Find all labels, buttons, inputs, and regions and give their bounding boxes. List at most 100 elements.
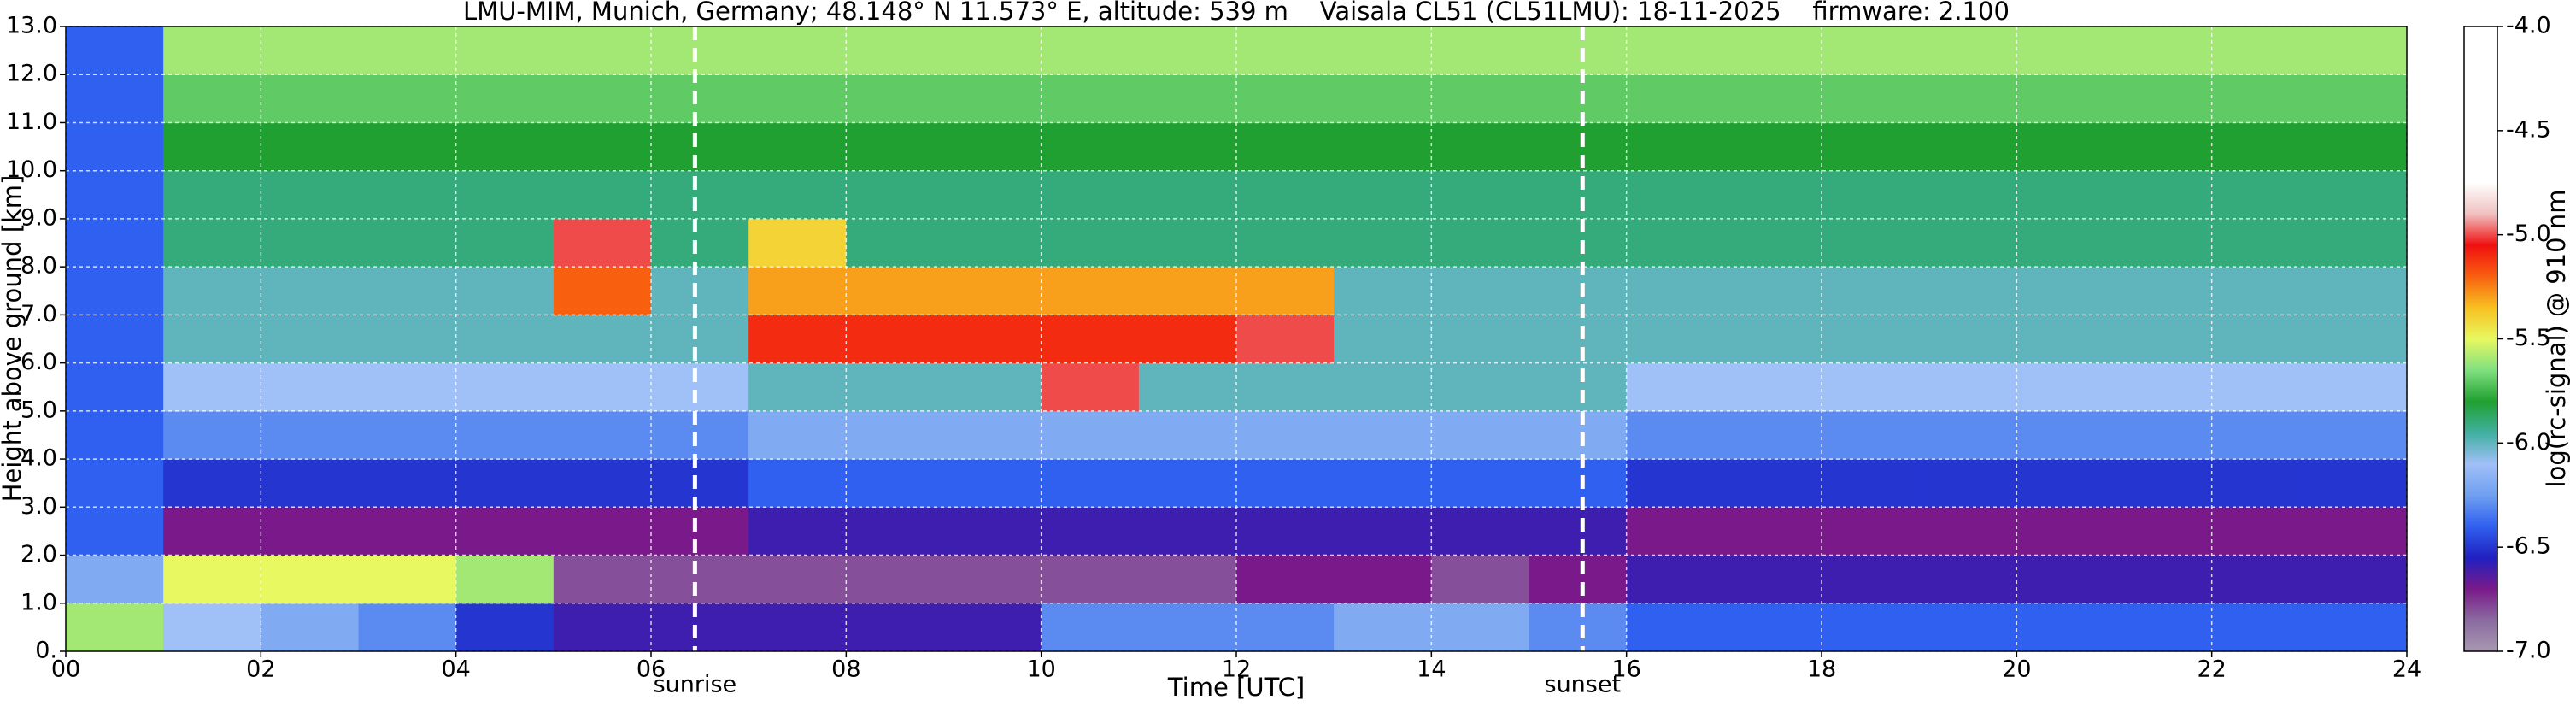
heat-cell	[1529, 410, 1628, 460]
heat-cell	[1138, 410, 1237, 460]
heat-cell	[358, 26, 457, 75]
x-axis-label: Time [UTC]	[1167, 673, 1305, 702]
heat-cell	[1822, 26, 1920, 75]
heat-cell	[261, 218, 359, 268]
heat-cell	[261, 315, 359, 364]
heat-cell	[1529, 122, 1628, 172]
y-tick-label: 11.0	[6, 109, 57, 135]
heat-cell	[2211, 26, 2310, 75]
heat-cell	[1138, 170, 1237, 220]
heat-cell	[1138, 459, 1237, 508]
heat-cell	[2211, 603, 2310, 651]
heat-cell	[651, 555, 749, 604]
heat-cell	[2211, 315, 2310, 364]
y-tick-label: 4.0	[21, 445, 57, 472]
x-tick-label: 08	[831, 656, 860, 683]
colorbar-tick-label: -7.0	[2506, 638, 2551, 664]
heat-cell	[651, 26, 749, 75]
heat-cell	[1236, 362, 1335, 412]
heat-cell	[1041, 218, 1140, 268]
heat-cell	[748, 362, 847, 412]
heat-cell	[1138, 362, 1237, 412]
heat-cell	[1529, 26, 1628, 75]
heat-cell	[163, 74, 261, 123]
heat-cell	[2016, 74, 2115, 123]
heat-cell	[553, 218, 652, 268]
heat-cell	[1334, 555, 1432, 604]
heat-cell	[1334, 74, 1432, 123]
heat-cell	[1236, 459, 1335, 508]
heat-cell	[1723, 218, 1822, 268]
heat-cell	[1529, 555, 1628, 604]
heat-cell	[748, 459, 847, 508]
y-tick-label: 2.0	[21, 541, 57, 568]
heat-cell	[1236, 555, 1335, 604]
heat-cell	[1919, 555, 2017, 604]
heat-cell	[748, 267, 847, 315]
heat-cell	[358, 218, 457, 268]
heat-cell	[1431, 362, 1529, 412]
heat-cell	[1919, 218, 2017, 268]
heat-cell	[748, 122, 847, 172]
x-tick-label: 02	[246, 656, 275, 683]
heat-cell	[1041, 410, 1140, 460]
heat-cell	[1626, 555, 1725, 604]
annotation-label: sunset	[1545, 672, 1622, 698]
x-tick-label: 22	[2197, 656, 2226, 683]
heat-cell	[943, 507, 1042, 556]
heat-cell	[1626, 267, 1725, 315]
heat-cell	[1138, 555, 1237, 604]
colorbar-tick-label: -6.0	[2506, 429, 2551, 456]
heat-cell	[1822, 74, 1920, 123]
heat-cell	[943, 315, 1042, 364]
x-tick-label: 24	[2392, 656, 2421, 683]
heat-cell	[2309, 410, 2407, 460]
heat-cell	[66, 74, 164, 123]
heat-cell	[1822, 459, 1920, 508]
heat-cell	[261, 459, 359, 508]
heat-cell	[651, 315, 749, 364]
heat-cell	[943, 555, 1042, 604]
heat-cell	[1723, 362, 1822, 412]
colorbar-tick-label: -5.0	[2506, 221, 2551, 247]
heat-cell	[553, 122, 652, 172]
heat-cell	[455, 362, 555, 412]
heat-cell	[455, 26, 555, 75]
heat-cell	[943, 218, 1042, 268]
heat-cell	[1723, 555, 1822, 604]
heat-cell	[2114, 122, 2213, 172]
heat-cell	[455, 74, 555, 123]
heat-cell	[455, 410, 555, 460]
heat-cell	[261, 170, 359, 220]
heat-cell	[943, 74, 1042, 123]
heat-cell	[1529, 603, 1628, 651]
colorbar-tick-label: -5.5	[2506, 325, 2551, 351]
x-tick-label: 04	[441, 656, 470, 683]
heat-cell	[1723, 170, 1822, 220]
heat-cell	[2211, 267, 2310, 315]
heat-cell	[943, 603, 1042, 651]
heat-cell	[1138, 507, 1237, 556]
heat-cell	[1041, 315, 1140, 364]
x-tick-label: 00	[51, 656, 80, 683]
heat-cell	[358, 362, 457, 412]
heat-cell	[358, 507, 457, 556]
heat-cell	[1041, 507, 1140, 556]
heat-cell	[163, 410, 261, 460]
heat-cell	[1919, 26, 2017, 75]
heat-cell	[553, 74, 652, 123]
heat-cell	[1626, 170, 1725, 220]
heat-cell	[943, 26, 1042, 75]
heat-cell	[1431, 555, 1529, 604]
heat-cell	[1138, 218, 1237, 268]
heat-cell	[846, 267, 944, 315]
heat-cell	[1236, 122, 1335, 172]
heat-cell	[1626, 603, 1725, 651]
heat-cell	[1529, 362, 1628, 412]
heat-cell	[2016, 122, 2115, 172]
heat-cell	[1626, 507, 1725, 556]
heat-cell	[1431, 267, 1529, 315]
heat-cell	[846, 603, 944, 651]
heat-cell	[1919, 507, 2017, 556]
heat-cell	[1431, 122, 1529, 172]
